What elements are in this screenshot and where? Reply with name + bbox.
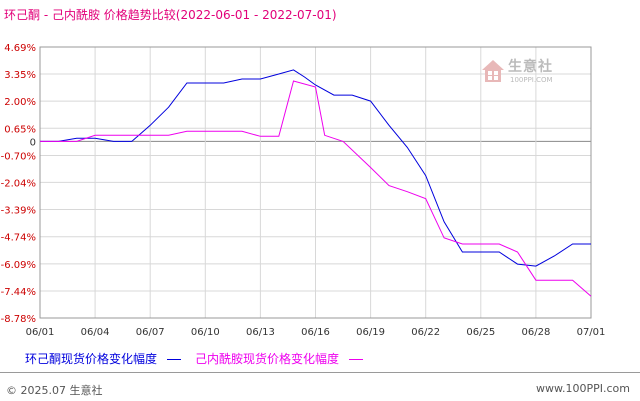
series-lines [40,69,592,297]
legend-label-cyclohexanone: 环己酮现货价格变化幅度 [25,352,158,366]
tick-labels: 4.69% 3.35% 2.00% 0.65% 0 -0.70% -2.04% -3.39% -… [1,43,606,338]
x-tick-label: 06/28 [521,327,550,338]
y-tick-label: 2.00% [4,97,36,108]
legend-label-caprolactam: 己内酰胺现货价格变化幅度 [195,352,340,366]
plot-border [39,46,592,319]
y-tick-label: -6.09% [1,260,36,271]
x-tick-label: 07/01 [577,327,606,338]
watermark-name: 生意社 [508,59,553,75]
footer: © 2025.07 生意社 www.100PPI.com [0,372,640,401]
copyright-text: © 2025.07 生意社 [6,384,103,397]
watermark: 生意社 100PPI.COM [480,56,576,90]
x-tick-label: 06/25 [466,327,495,338]
x-tick-label: 06/07 [136,327,165,338]
y-tick-label: -3.39% [1,206,36,217]
x-tick-label: 06/19 [356,327,385,338]
x-tick-label: 06/16 [301,327,330,338]
y-tick-label: -4.74% [1,233,36,244]
x-tick-label: 06/01 [26,327,55,338]
y-tick-label: 3.35% [4,70,36,81]
legend-swatch-caprolactam [349,359,364,360]
y-tick-label: -2.04% [1,178,36,189]
house-logo-icon [482,60,504,82]
y-tick-label: -0.70% [1,151,36,162]
site-url-link[interactable]: www.100PPI.com [536,382,630,395]
legend: 环己酮现货价格变化幅度 己内酰胺现货价格变化幅度 [25,350,377,367]
x-tick-label: 06/04 [81,327,110,338]
x-tick-label: 06/22 [411,327,440,338]
y-tick-label: 4.69% [4,43,36,54]
watermark-url: 100PPI.COM [510,76,553,84]
series-line-1 [40,80,592,297]
legend-swatch-cyclohexanone [167,359,182,360]
y-tick-label: 0.65% [4,124,36,135]
x-tick-label: 06/13 [246,327,275,338]
x-tick-label: 06/10 [191,327,220,338]
y-tick-label: -7.44% [1,287,36,298]
y-tick-label: 0 [30,137,36,148]
series-line-0 [40,69,591,267]
y-tick-label: -8.78% [1,314,36,325]
chart-title: 环己酮 - 己内酰胺 价格趋势比较(2022-06-01 - 2022-07-0… [4,8,337,22]
axes [39,46,592,319]
